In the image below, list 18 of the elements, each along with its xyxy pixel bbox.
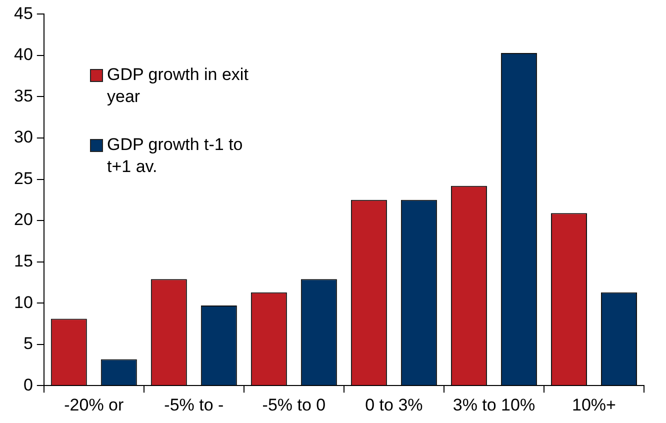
x-tick-label: 0 to 3% [365, 395, 423, 414]
x-tick-label: 10%+ [572, 395, 616, 414]
y-tick-label: 45 [14, 4, 33, 23]
y-tick-label: 5 [23, 334, 33, 354]
y-tick-label: 25 [14, 168, 33, 188]
legend-label: GDP growth t-1 to t+1 av. [107, 134, 244, 178]
y-tick-label: 40 [14, 45, 33, 64]
x-tick-label: -5% to 0 [262, 395, 326, 414]
y-tick-label: 15 [14, 251, 33, 270]
x-tick-label: -20% or [64, 395, 124, 414]
y-tick-label: 10 [14, 292, 33, 312]
legend-label: GDP growth in exit year [107, 64, 250, 108]
x-tick-label: 3% to 10% [452, 395, 536, 414]
y-tick-label: 0 [23, 375, 33, 394]
y-tick-label: 20 [14, 210, 33, 230]
y-tick-label: 30 [14, 128, 33, 147]
x-tick-label: -5% to - [164, 395, 224, 414]
y-tick-label: 35 [14, 86, 33, 106]
